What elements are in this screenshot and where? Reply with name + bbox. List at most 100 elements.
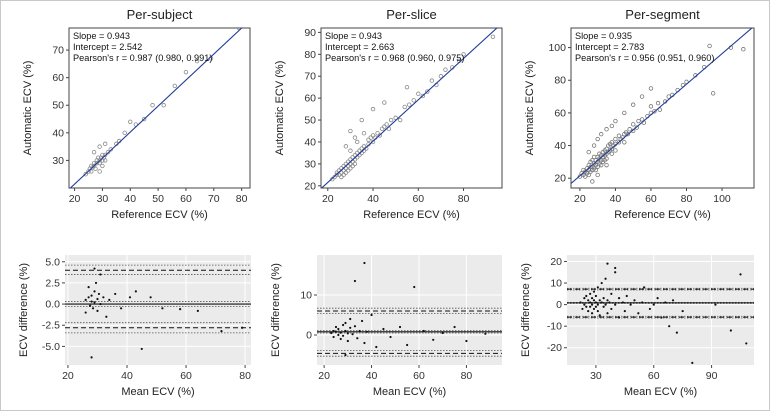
y-tick-label: 70 <box>52 45 64 57</box>
data-point <box>609 151 615 156</box>
data-point <box>349 326 352 329</box>
data-point <box>161 307 164 310</box>
y-tick-label: 5.0 <box>45 256 60 268</box>
data-point <box>592 307 596 311</box>
data-point <box>332 335 335 339</box>
data-point <box>594 301 598 304</box>
data-point <box>589 305 592 308</box>
data-point <box>382 100 387 105</box>
data-point <box>94 281 98 285</box>
regression-line <box>321 28 498 188</box>
y-tick-label: 60 <box>52 72 64 84</box>
data-point <box>236 28 242 31</box>
data-point <box>613 136 618 142</box>
data-point <box>368 135 373 140</box>
data-point <box>407 102 412 107</box>
x-tick-label: 80 <box>681 193 693 205</box>
data-point <box>88 304 92 307</box>
data-point <box>220 330 223 333</box>
data-point <box>382 327 385 331</box>
data-point <box>128 296 132 299</box>
data-point <box>355 150 360 156</box>
data-point <box>183 69 189 75</box>
data-point <box>590 312 594 315</box>
y-tick-label: 60 <box>554 107 566 119</box>
data-point <box>714 303 717 306</box>
data-point <box>348 128 353 134</box>
data-point <box>119 307 123 310</box>
data-point <box>83 172 88 177</box>
y-tick-label: -20 <box>547 342 562 354</box>
data-point <box>604 303 607 306</box>
data-point <box>614 271 617 274</box>
data-point <box>357 148 362 153</box>
data-point <box>745 342 748 345</box>
data-point <box>389 335 392 339</box>
data-point <box>84 311 87 314</box>
data-point <box>359 117 364 123</box>
data-point <box>652 303 655 306</box>
data-point <box>97 169 102 174</box>
data-point <box>438 74 444 79</box>
data-point <box>96 309 99 312</box>
data-point <box>140 347 143 351</box>
x-tick-label: 60 <box>648 370 660 382</box>
data-point <box>102 152 108 158</box>
data-point <box>377 133 383 138</box>
y-tick-label: 60 <box>304 93 316 105</box>
data-point <box>490 34 496 39</box>
data-point <box>84 298 87 301</box>
x-tick-label: 20 <box>318 370 330 382</box>
data-point <box>589 292 592 295</box>
data-point <box>93 290 96 293</box>
data-point <box>339 331 342 334</box>
data-point <box>365 330 368 333</box>
x-tick-label: 80 <box>461 370 473 382</box>
y-tick-label: 40 <box>304 136 316 148</box>
y-tick-label: 80 <box>304 49 316 61</box>
data-point <box>616 140 622 145</box>
data-point <box>345 168 351 173</box>
stats-annotation: Pearson's r = 0.956 (0.951, 0.960) <box>575 53 714 63</box>
data-point <box>370 313 373 317</box>
x-tick-label: 60 <box>413 370 425 382</box>
y-axis-label: Automatic ECV (%) <box>274 61 286 156</box>
data-point <box>586 149 591 155</box>
data-point <box>609 140 615 145</box>
data-point <box>91 149 97 155</box>
data-point <box>108 298 111 301</box>
data-point <box>656 297 659 300</box>
data-point <box>194 58 200 64</box>
y-tick-label: 30 <box>52 155 64 167</box>
data-point <box>350 163 355 169</box>
data-point <box>627 127 632 132</box>
data-point <box>94 160 100 166</box>
data-point <box>625 294 628 298</box>
data-point <box>363 341 366 345</box>
y-tick-label: 20 <box>554 173 566 185</box>
data-point <box>361 131 367 136</box>
y-tick-label: 0.0 <box>45 299 60 311</box>
data-point <box>622 110 627 116</box>
data-point <box>586 172 591 178</box>
data-point <box>602 297 605 300</box>
data-point <box>105 315 108 318</box>
data-point <box>593 167 599 173</box>
data-point <box>585 294 588 298</box>
data-point <box>598 314 601 317</box>
x-tick-label: 20 <box>69 193 81 205</box>
data-point <box>594 294 598 298</box>
data-point <box>114 292 117 296</box>
data-point <box>606 262 609 265</box>
data-point <box>614 266 617 270</box>
data-point <box>102 158 108 163</box>
data-point <box>600 281 603 285</box>
y-axis-label: Automatic ECV (%) <box>22 61 34 156</box>
stats-annotation: Slope = 0.943 <box>73 31 130 41</box>
data-point <box>710 91 716 96</box>
x-tick-label: 60 <box>180 193 192 205</box>
data-point <box>590 297 594 300</box>
